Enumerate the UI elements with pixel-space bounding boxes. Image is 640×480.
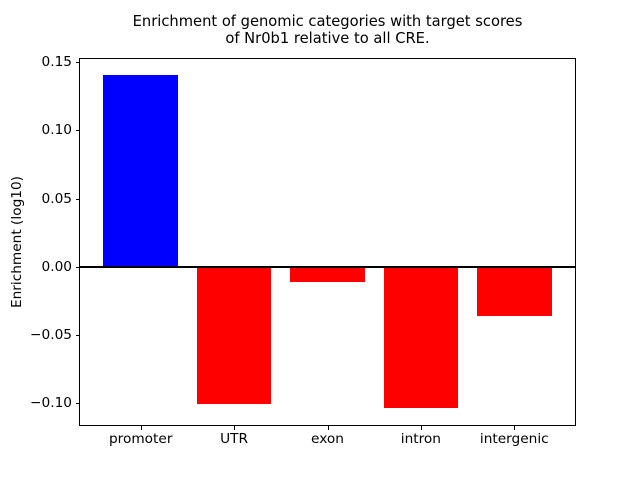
y-tick-label: 0.05 (41, 190, 72, 207)
bar-intron (383, 266, 459, 409)
y-tick-label: 0.15 (41, 54, 72, 71)
y-tick-mark (76, 334, 80, 336)
chart-title: Enrichment of genomic categories with ta… (79, 13, 576, 47)
x-tick-label-intergenic: intergenic (479, 431, 549, 447)
x-tick-mark (327, 426, 329, 430)
bar-UTR (196, 266, 272, 405)
y-tick-label: 0.00 (41, 258, 72, 275)
y-tick-label: −0.10 (30, 394, 72, 411)
x-tick-mark (514, 426, 516, 430)
y-tick-mark (76, 402, 80, 404)
x-tick-label-exon: exon (311, 431, 344, 447)
x-tick-mark (140, 426, 142, 430)
y-tick-label: −0.05 (30, 326, 72, 343)
chart-title-line-1: Enrichment of genomic categories with ta… (132, 13, 523, 30)
chart-title-line-2: of Nr0b1 relative to all CRE. (225, 30, 430, 48)
zero-line (80, 265, 575, 268)
bar-exon (290, 266, 365, 282)
y-tick-mark (76, 198, 80, 200)
bar-intergenic (476, 266, 552, 316)
y-tick-label: 0.10 (41, 122, 72, 139)
x-tick-label-UTR: UTR (220, 431, 249, 447)
bar-promoter (103, 74, 179, 267)
y-tick-mark (76, 130, 80, 132)
plot-area (79, 58, 576, 426)
x-tick-label-intron: intron (400, 431, 441, 447)
y-tick-mark (76, 266, 80, 268)
x-tick-mark (420, 426, 422, 430)
x-tick-label-promoter: promoter (108, 431, 173, 447)
x-tick-mark (234, 426, 236, 430)
y-tick-mark (76, 62, 80, 64)
